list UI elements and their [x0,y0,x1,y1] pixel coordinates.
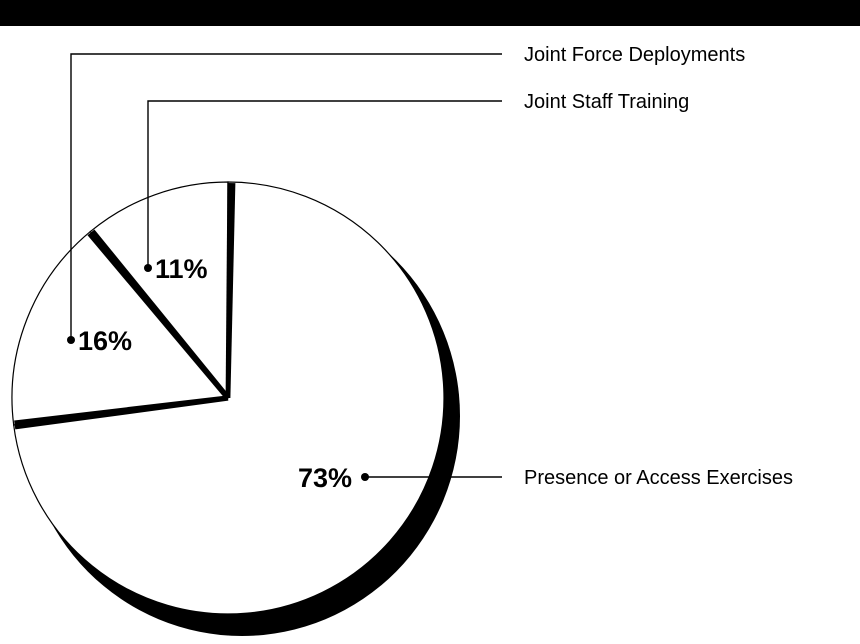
category-label-presence-or-access-exercises: Presence or Access Exercises [524,467,793,489]
slice-separator-training-presence [225,182,236,399]
category-label-joint-force-deployments: Joint Force Deployments [524,44,745,66]
slice-joint-staff-training [89,181,229,400]
percent-label-joint-staff-training: 11% [155,254,208,284]
percent-label-presence-or-access-exercises: 73% [298,463,352,493]
slice-separator-presence-force [14,395,229,430]
slice-joint-force-deployments [11,230,230,426]
category-label-joint-staff-training: Joint Staff Training [524,91,689,113]
leader-line-joint-force-deployments [70,53,502,340]
label-dot-presence-or-access-exercises [361,473,369,481]
slice-separator-force-training [87,229,231,400]
label-dot-joint-force-deployments [67,336,75,344]
top-border-bar [0,0,860,26]
label-dot-joint-staff-training [144,264,152,272]
percent-label-joint-force-deployments: 16% [78,326,132,356]
leader-line-joint-staff-training [147,100,502,268]
